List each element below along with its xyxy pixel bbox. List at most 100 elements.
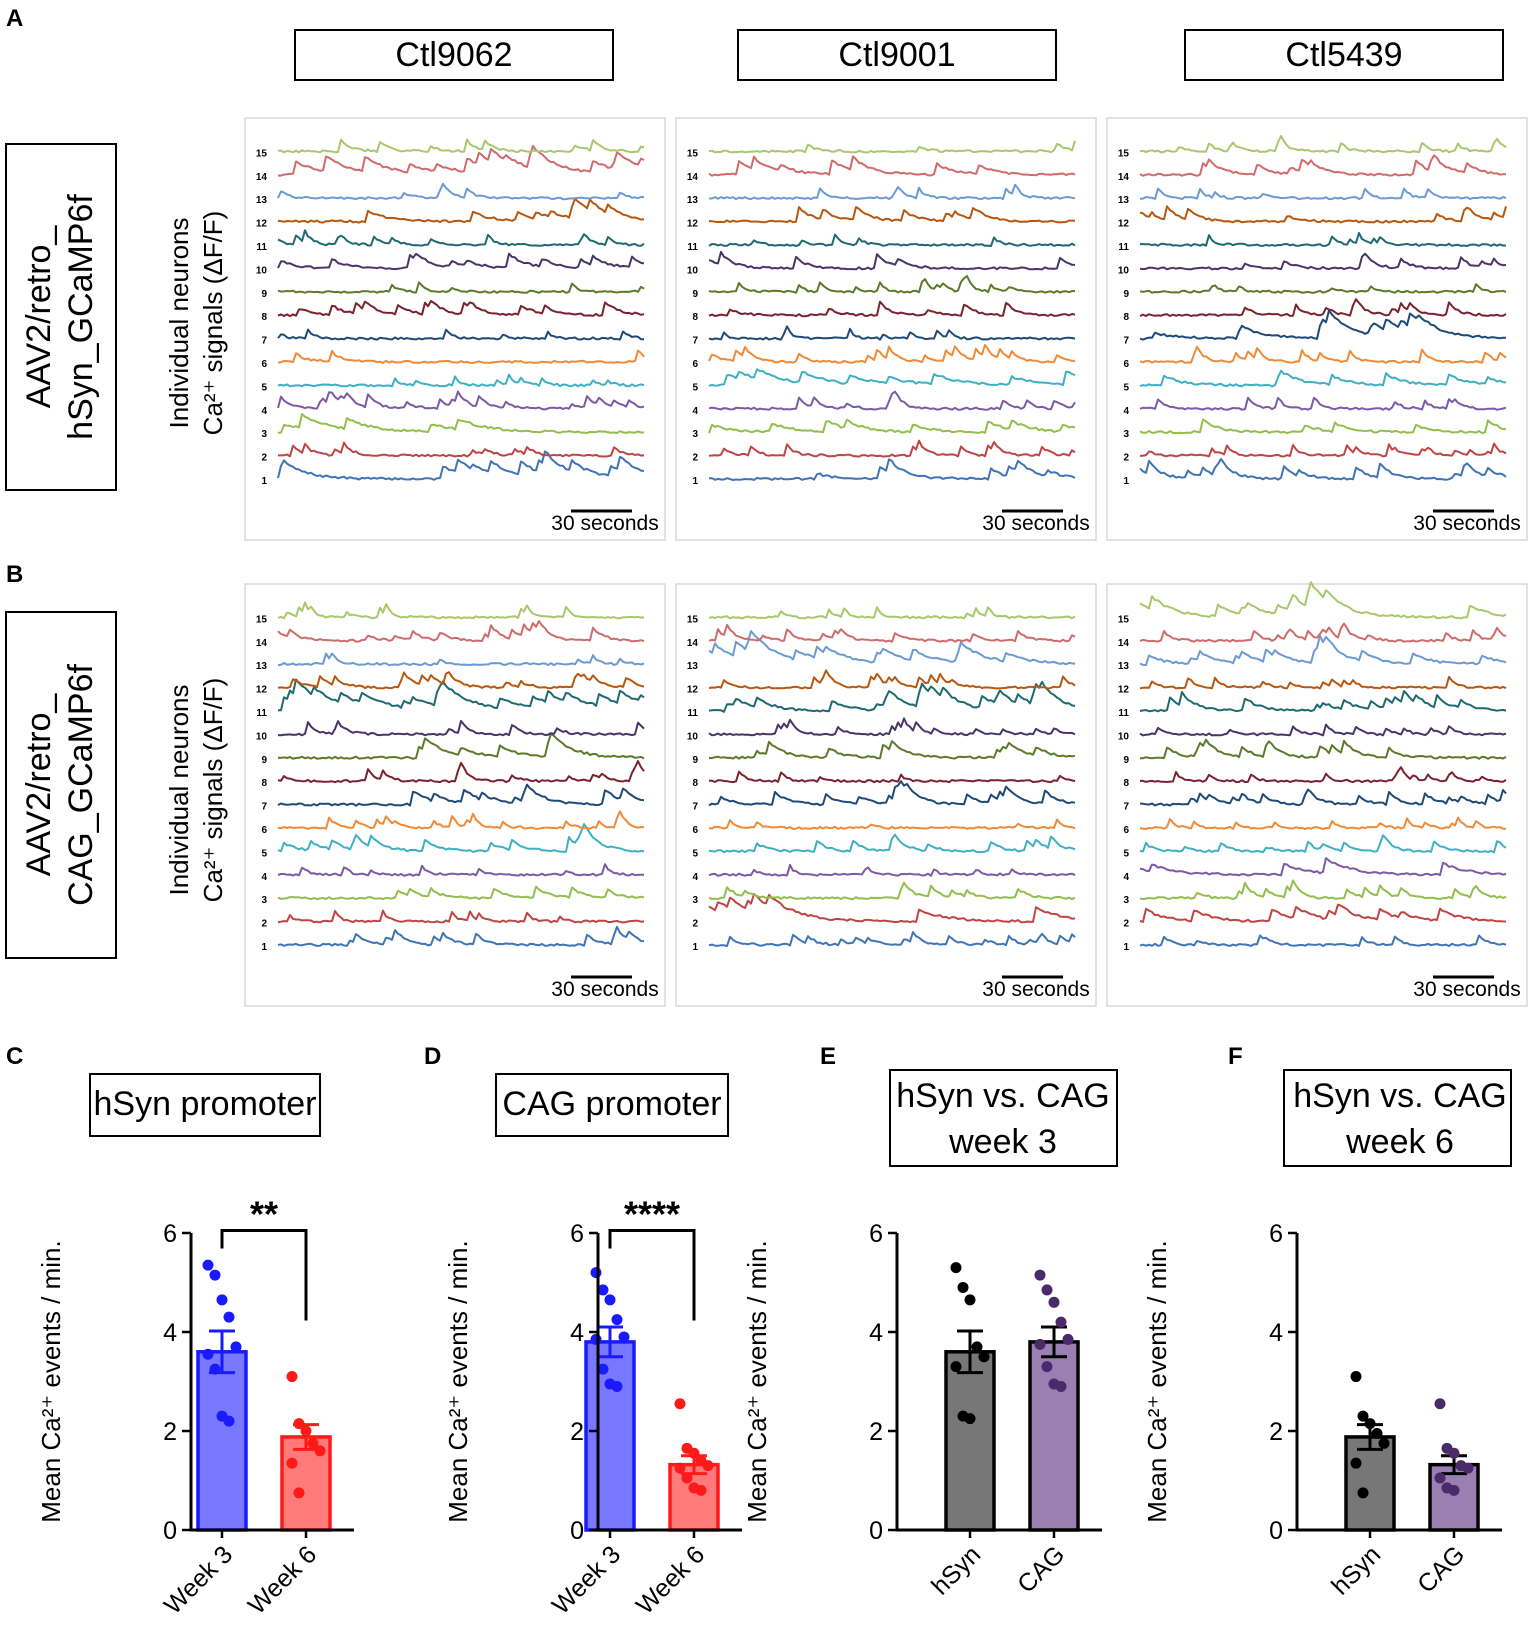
neuron-number: 10 [1118,731,1130,742]
neuron-number: 9 [261,755,267,766]
neuron-trace [277,620,645,643]
neuron-number: 11 [687,242,698,253]
neuron-trace [1139,622,1507,643]
neuron-trace [1139,187,1507,201]
neuron-trace [708,780,1076,807]
neuron-number: 14 [256,638,268,649]
data-point [611,1380,623,1392]
neuron-number: 1 [1123,476,1129,487]
neuron-trace [708,881,1076,901]
neuron-trace [1139,723,1507,737]
neuron-number: 3 [1123,429,1129,440]
data-point [1434,1398,1446,1410]
neuron-trace [277,390,645,411]
data-point [964,1294,976,1306]
trace-ylabel-line2: Ca²⁺ signals (ΔF/F) [198,211,228,436]
neuron-trace [277,863,644,877]
trace-ylabel-line1: Individual neurons [164,217,194,428]
neuron-trace [277,925,645,947]
data-point [230,1341,242,1353]
data-point [590,1333,602,1345]
neuron-trace [1139,345,1507,364]
neuron-trace [708,833,1076,854]
neuron-number: 12 [256,685,268,696]
cell-line-header-2: Ctl9001 [737,29,1057,81]
vector-label-line2: hSyn_GCaMP6f [62,194,100,440]
neuron-trace [708,863,1076,877]
neuron-number: 9 [261,289,267,300]
data-point [597,1284,609,1296]
y-tick-label: 2 [570,1418,584,1446]
neuron-trace [1139,634,1507,667]
neuron-number: 11 [687,708,698,719]
neuron-trace [277,678,645,712]
neuron-trace [1139,442,1507,458]
data-point [1041,1361,1053,1373]
neuron-trace [277,252,645,271]
neuron-number: 9 [1123,755,1129,766]
bar [944,1350,996,1532]
panel-label-a: A [6,5,23,32]
neuron-number: 3 [692,429,698,440]
neuron-number: 5 [692,382,698,393]
data-point [1357,1410,1369,1422]
neuron-number: 6 [261,825,267,836]
neuron-number: 10 [687,265,699,276]
chart-title: hSyn vs. CAG [1293,1077,1507,1115]
neuron-trace [708,250,1076,271]
trace-ylabel-row-b: Individual neurons Ca²⁺ signals (ΔF/F) [164,678,228,903]
data-point [209,1363,221,1375]
neuron-number: 6 [1123,359,1129,370]
data-point [293,1418,305,1430]
panel-label-d: D [424,1043,441,1070]
data-point [695,1484,707,1496]
scale-bar-label: 30 seconds [982,978,1089,1001]
bar [584,1340,636,1532]
significance-bracket [608,1229,696,1321]
neuron-number: 9 [692,755,698,766]
cell-line-title: Ctl9001 [838,36,955,74]
trace-ylabel-line1: Individual neurons [164,684,194,895]
significance-stars: **** [624,1194,680,1235]
category-label: hSyn [1326,1540,1386,1600]
neuron-number: 7 [692,802,698,813]
y-tick-label: 0 [869,1517,883,1545]
neuron-trace [1139,283,1507,294]
data-point [286,1371,298,1383]
neuron-number: 7 [692,336,698,347]
y-tick-label: 2 [163,1418,177,1446]
data-point [978,1351,990,1363]
neuron-number: 13 [687,661,699,672]
data-point [957,1281,969,1293]
neuron-trace [277,197,645,224]
neuron-trace [1139,418,1506,435]
neuron-number: 12 [687,685,699,696]
neuron-trace [277,783,645,807]
y-axis-label: Mean Ca²⁺ events / min. [443,1240,473,1523]
neuron-number: 13 [1118,661,1130,672]
cell-line-header-1: Ctl9062 [294,29,614,81]
y-tick-label: 6 [869,1220,883,1248]
neuron-trace [1139,252,1507,271]
cell-line-header-3: Ctl5439 [1184,29,1504,81]
data-point [597,1363,609,1375]
neuron-trace [708,680,1076,713]
neuron-trace [708,390,1076,411]
bar-chart-e: hSyn vs. CAG week 3 hSyn CAG 0 2 4 6 Mean Ca²⁺… [742,1069,1118,1601]
neuron-trace [1139,396,1507,411]
data-point [611,1314,623,1326]
neuron-number: 9 [1123,289,1129,300]
data-point [1371,1427,1383,1439]
neuron-trace [277,300,645,318]
neuron-trace [708,893,1076,924]
data-point [209,1269,221,1281]
neuron-trace [1139,458,1507,481]
neuron-trace [277,182,645,201]
neuron-trace [277,328,645,341]
neuron-number: 8 [1123,312,1129,323]
data-point [1462,1462,1474,1474]
